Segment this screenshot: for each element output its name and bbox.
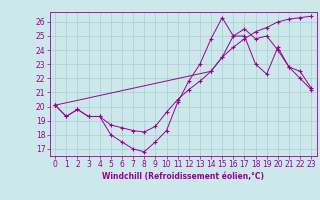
X-axis label: Windchill (Refroidissement éolien,°C): Windchill (Refroidissement éolien,°C): [102, 172, 264, 181]
